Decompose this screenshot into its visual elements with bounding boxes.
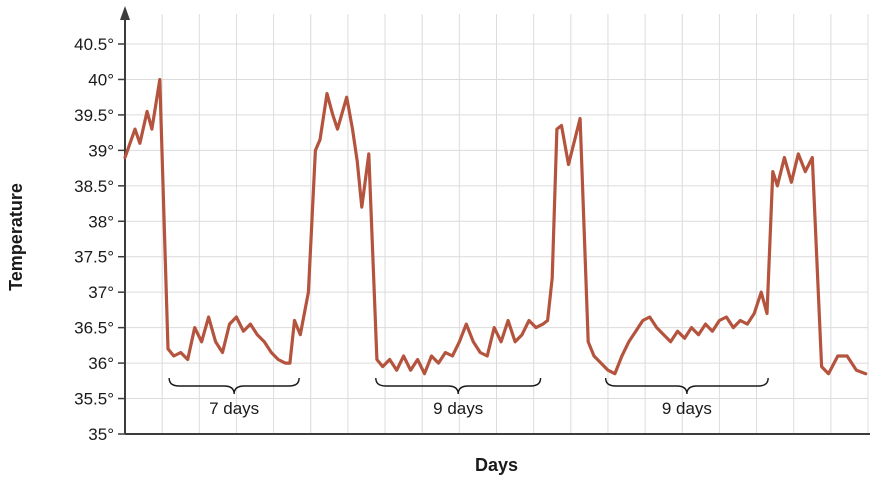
x-axis-title: Days: [474, 455, 519, 475]
duration-brace: [168, 377, 300, 395]
y-tick-label: 35.5°: [74, 390, 114, 409]
duration-label: 9 days: [662, 399, 712, 418]
y-tick-label: 37°: [88, 283, 114, 302]
duration-label: 9 days: [433, 399, 483, 418]
temperature-line: [123, 77, 868, 376]
y-tick-label: 39°: [88, 141, 114, 160]
y-axis-title: Temperature: [6, 183, 26, 291]
duration-brace: [604, 377, 769, 395]
duration-label: 7 days: [209, 399, 259, 418]
y-tick-label: 37.5°: [74, 248, 114, 267]
y-tick-label: 36.5°: [74, 319, 114, 338]
y-tick-label: 38.5°: [74, 177, 114, 196]
y-tick-label: 39.5°: [74, 106, 114, 125]
duration-brace: [375, 377, 542, 395]
y-tick-label: 35°: [88, 425, 114, 444]
y-axis-arrow-icon: [120, 6, 130, 20]
y-tick-label: 40.5°: [74, 35, 114, 54]
y-tick-label: 36°: [88, 354, 114, 373]
y-tick-label: 40°: [88, 70, 114, 89]
y-tick-label: 38°: [88, 212, 114, 231]
